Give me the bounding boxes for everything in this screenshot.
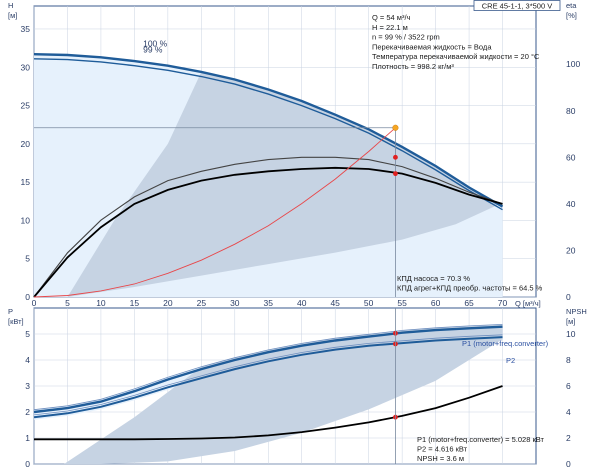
x-tick-label: 45 [330, 298, 340, 308]
x-tick-label: 0 [32, 298, 37, 308]
curve-label-100: 100 % [143, 39, 168, 49]
x-tick-label: 15 [130, 298, 140, 308]
efficiency-info-line: КПД насоса = 70.3 % [397, 274, 470, 283]
y-left-tick-label: 10 [21, 215, 31, 225]
y-right-tick-label: 60 [566, 152, 576, 162]
y-left-tick-label: 5 [25, 329, 30, 339]
bottom-range-dark [64, 324, 503, 464]
power-info-line: P1 (motor+freq.converter) = 5.028 кВт [417, 435, 545, 444]
y-right-axis-label: eta [566, 1, 577, 10]
y-left-tick-label: 35 [21, 24, 31, 34]
x-tick-label: 20 [163, 298, 173, 308]
efficiency-total-curve [33, 166, 503, 298]
top-range-dark [67, 71, 503, 298]
duty-info-line: n = 99 % / 3522 rpm [372, 33, 440, 42]
p1-curve-label: P1 (motor+freq.converter) [462, 339, 549, 348]
x-tick-label: 30 [230, 298, 240, 308]
head-curve-99 [33, 58, 503, 211]
y-left-axis-label: P [8, 307, 13, 316]
duty-info-line: Плотность = 998.2 кг/м³ [372, 62, 454, 71]
power-p1-curve-upper [33, 324, 503, 411]
y-right-tick-label: 2 [566, 433, 571, 443]
y-left-tick-label: 0 [25, 459, 30, 469]
x-tick-label: 60 [431, 298, 441, 308]
y-right-tick-label: 100 [566, 59, 580, 69]
npsh-curve [34, 385, 503, 441]
efficiency-pump-curve [33, 156, 503, 298]
power-npsh-chart: P1 (motor+freq.converter) P2 0 1 2 3 4 5 0 2 4 6 8 10… [8, 307, 587, 469]
y-right-tick-label: 4 [566, 407, 571, 417]
x-tick-label: 70 [498, 298, 508, 308]
x-tick-label: 65 [464, 298, 474, 308]
p2-curve-label: P2 [506, 356, 515, 365]
power-info-line: P2 = 4.616 кВт [417, 445, 468, 454]
y-right-tick-label: 20 [566, 245, 576, 255]
duty-info-line: Температура перекачиваемой жидкости = 20… [372, 52, 540, 61]
head-curve-100 [33, 53, 504, 208]
y-left-tick-label: 3 [25, 381, 30, 391]
y-left-tick-label: 0 [25, 292, 30, 302]
y-right-axis-unit: [м] [566, 317, 575, 326]
power-info-line: NPSH = 3.6 м [417, 454, 464, 463]
x-tick-label: 25 [197, 298, 207, 308]
y-right-tick-label: 8 [566, 355, 571, 365]
duty-info-line: Q = 54 м³/ч [372, 13, 411, 22]
system-curve [33, 127, 396, 298]
x-tick-label: 5 [65, 298, 70, 308]
y-right-axis-label: NPSH [566, 307, 587, 316]
x-tick-label: 10 [96, 298, 106, 308]
power-p2-curve-upper [33, 334, 503, 416]
y-right-tick-label: 40 [566, 199, 576, 209]
y-right-tick-label: 10 [566, 329, 576, 339]
power-p1-curve [33, 325, 503, 414]
y-right-tick-label: 0 [566, 459, 571, 469]
y-left-axis-unit: [кВт] [8, 317, 24, 326]
model-box [473, 0, 561, 11]
y-left-axis-unit: [м] [8, 11, 17, 20]
duty-info-line: H = 22.1 м [372, 23, 408, 32]
y-left-tick-label: 1 [25, 433, 30, 443]
model-label: CRE 45-1-1, 3*500 V [482, 2, 552, 11]
y-left-tick-label: 15 [21, 177, 31, 187]
y-left-tick-label: 5 [25, 254, 30, 264]
x-tick-label: 50 [364, 298, 374, 308]
duty-point [392, 124, 399, 131]
y-left-tick-label: 20 [21, 139, 31, 149]
y-right-axis-unit: [%] [566, 11, 577, 20]
curve-label-99: 99 % [143, 45, 163, 55]
eta-total-point [393, 171, 398, 177]
x-tick-label: 55 [397, 298, 407, 308]
x-tick-label: 35 [264, 298, 274, 308]
efficiency-info-line: КПД агрег+КПД преобр. частоты = 64.5 % [397, 284, 543, 293]
y-left-tick-label: 30 [21, 62, 31, 72]
x-axis-label: Q [м³/ч] [515, 299, 541, 308]
y-left-tick-label: 4 [25, 355, 30, 365]
y-left-tick-label: 2 [25, 407, 30, 417]
x-tick-label: 40 [297, 298, 307, 308]
power-p2-curve [33, 336, 503, 419]
y-left-tick-label: 25 [21, 101, 31, 111]
y-right-tick-label: 0 [566, 292, 571, 302]
y-right-tick-label: 80 [566, 106, 576, 116]
eta-pump-point [393, 154, 398, 160]
y-left-axis-label: H [8, 1, 13, 10]
y-right-tick-label: 6 [566, 381, 571, 391]
duty-info-line: Перекачиваемая жидкость = Вода [372, 42, 492, 51]
head-efficiency-chart: 100 %99 % 0 5 10 15 20 25 30 35 40 45 50 55 60 65 70 0 5 1… [8, 0, 580, 308]
